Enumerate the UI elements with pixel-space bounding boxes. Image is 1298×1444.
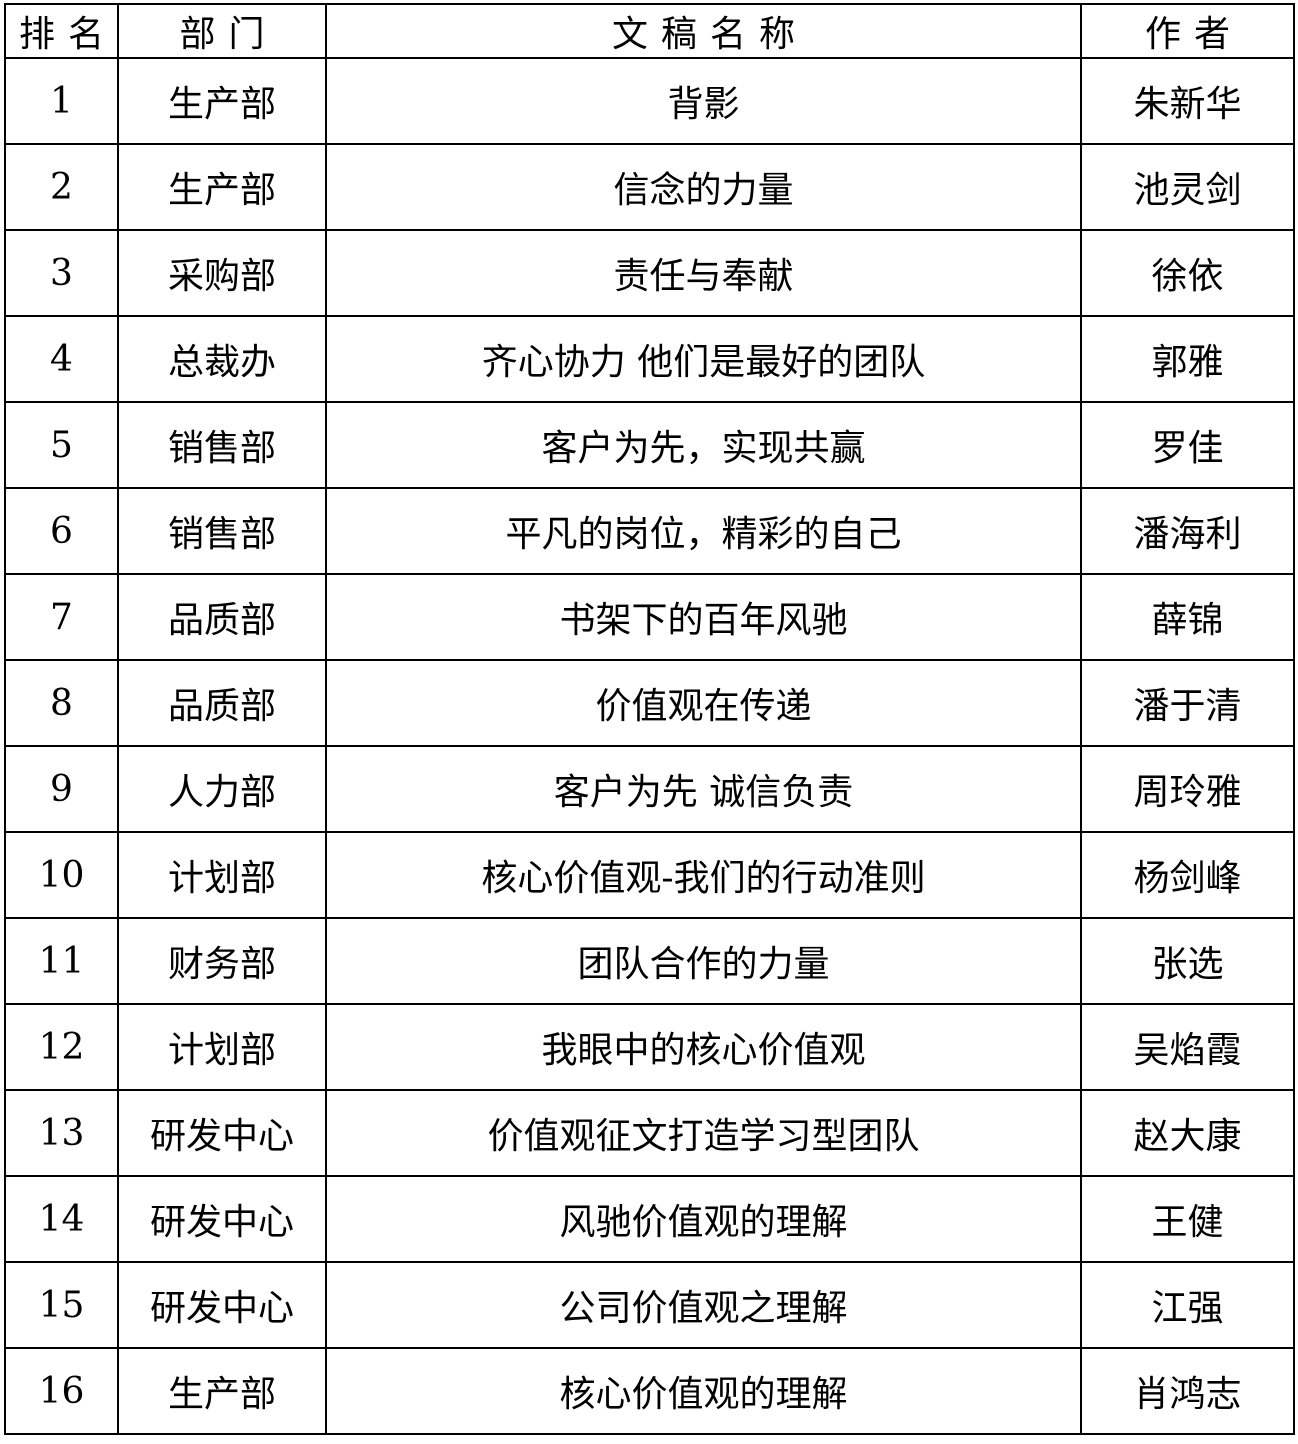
cell-author: 郭雅	[1080, 315, 1295, 403]
cell-title: 平凡的岗位，精彩的自己	[325, 487, 1082, 575]
table-row: 3 采购部 责任与奉献 徐依	[4, 229, 1295, 317]
cell-rank: 9	[4, 745, 119, 833]
cell-author: 罗佳	[1080, 401, 1295, 489]
cell-department: 品质部	[117, 659, 327, 747]
cell-rank: 16	[4, 1347, 119, 1435]
cell-author: 朱新华	[1080, 57, 1295, 145]
table-row: 15 研发中心 公司价值观之理解 江强	[4, 1261, 1295, 1349]
cell-department: 生产部	[117, 57, 327, 145]
cell-author: 王健	[1080, 1175, 1295, 1263]
cell-author: 池灵剑	[1080, 143, 1295, 231]
cell-title: 核心价值观-我们的行动准则	[325, 831, 1082, 919]
cell-rank: 12	[4, 1003, 119, 1091]
cell-department: 计划部	[117, 831, 327, 919]
table-row: 9 人力部 客户为先 诚信负责 周玲雅	[4, 745, 1295, 833]
cell-department: 采购部	[117, 229, 327, 317]
table-row: 1 生产部 背影 朱新华	[4, 57, 1295, 145]
cell-rank: 7	[4, 573, 119, 661]
cell-author: 张选	[1080, 917, 1295, 1005]
cell-department: 研发中心	[117, 1089, 327, 1177]
cell-author: 吴焰霞	[1080, 1003, 1295, 1091]
table-row: 13 研发中心 价值观征文打造学习型团队 赵大康	[4, 1089, 1295, 1177]
cell-author: 潘于清	[1080, 659, 1295, 747]
cell-rank: 1	[4, 57, 119, 145]
table-row: 4 总裁办 齐心协力 他们是最好的团队 郭雅	[4, 315, 1295, 403]
cell-title: 信念的力量	[325, 143, 1082, 231]
cell-title: 价值观征文打造学习型团队	[325, 1089, 1082, 1177]
cell-department: 品质部	[117, 573, 327, 661]
ranking-table: 排名 部门 文稿名称 作者 1 生产部 背影 朱新华 2 生产部 信念的力量 池…	[4, 3, 1295, 1435]
cell-department: 生产部	[117, 143, 327, 231]
table-row: 2 生产部 信念的力量 池灵剑	[4, 143, 1295, 231]
cell-rank: 14	[4, 1175, 119, 1263]
table-row: 7 品质部 书架下的百年风驰 薛锦	[4, 573, 1295, 661]
column-header-rank: 排名	[4, 3, 119, 59]
cell-author: 徐依	[1080, 229, 1295, 317]
cell-title: 齐心协力 他们是最好的团队	[325, 315, 1082, 403]
cell-department: 研发中心	[117, 1261, 327, 1349]
table-row: 12 计划部 我眼中的核心价值观 吴焰霞	[4, 1003, 1295, 1091]
cell-rank: 6	[4, 487, 119, 575]
cell-rank: 10	[4, 831, 119, 919]
cell-rank: 4	[4, 315, 119, 403]
cell-title: 背影	[325, 57, 1082, 145]
cell-rank: 11	[4, 917, 119, 1005]
cell-rank: 5	[4, 401, 119, 489]
cell-department: 销售部	[117, 487, 327, 575]
cell-title: 客户为先 诚信负责	[325, 745, 1082, 833]
cell-department: 销售部	[117, 401, 327, 489]
cell-title: 书架下的百年风驰	[325, 573, 1082, 661]
cell-title: 我眼中的核心价值观	[325, 1003, 1082, 1091]
cell-title: 责任与奉献	[325, 229, 1082, 317]
cell-department: 研发中心	[117, 1175, 327, 1263]
table-row: 6 销售部 平凡的岗位，精彩的自己 潘海利	[4, 487, 1295, 575]
cell-author: 潘海利	[1080, 487, 1295, 575]
table-row: 10 计划部 核心价值观-我们的行动准则 杨剑峰	[4, 831, 1295, 919]
cell-title: 团队合作的力量	[325, 917, 1082, 1005]
cell-author: 肖鸿志	[1080, 1347, 1295, 1435]
cell-rank: 13	[4, 1089, 119, 1177]
cell-title: 价值观在传递	[325, 659, 1082, 747]
cell-author: 薛锦	[1080, 573, 1295, 661]
header-row: 排名 部门 文稿名称 作者	[4, 3, 1295, 59]
cell-title: 风驰价值观的理解	[325, 1175, 1082, 1263]
cell-department: 总裁办	[117, 315, 327, 403]
column-header-title: 文稿名称	[325, 3, 1082, 59]
cell-department: 计划部	[117, 1003, 327, 1091]
cell-rank: 3	[4, 229, 119, 317]
table-row: 5 销售部 客户为先，实现共赢 罗佳	[4, 401, 1295, 489]
cell-title: 核心价值观的理解	[325, 1347, 1082, 1435]
cell-author: 江强	[1080, 1261, 1295, 1349]
cell-department: 生产部	[117, 1347, 327, 1435]
cell-title: 客户为先，实现共赢	[325, 401, 1082, 489]
cell-rank: 2	[4, 143, 119, 231]
column-header-department: 部门	[117, 3, 327, 59]
cell-title: 公司价值观之理解	[325, 1261, 1082, 1349]
cell-department: 财务部	[117, 917, 327, 1005]
cell-rank: 15	[4, 1261, 119, 1349]
cell-author: 周玲雅	[1080, 745, 1295, 833]
table-row: 14 研发中心 风驰价值观的理解 王健	[4, 1175, 1295, 1263]
table-row: 8 品质部 价值观在传递 潘于清	[4, 659, 1295, 747]
cell-author: 杨剑峰	[1080, 831, 1295, 919]
cell-author: 赵大康	[1080, 1089, 1295, 1177]
cell-department: 人力部	[117, 745, 327, 833]
table-row: 11 财务部 团队合作的力量 张选	[4, 917, 1295, 1005]
table-row: 16 生产部 核心价值观的理解 肖鸿志	[4, 1347, 1295, 1435]
column-header-author: 作者	[1080, 3, 1295, 59]
cell-rank: 8	[4, 659, 119, 747]
